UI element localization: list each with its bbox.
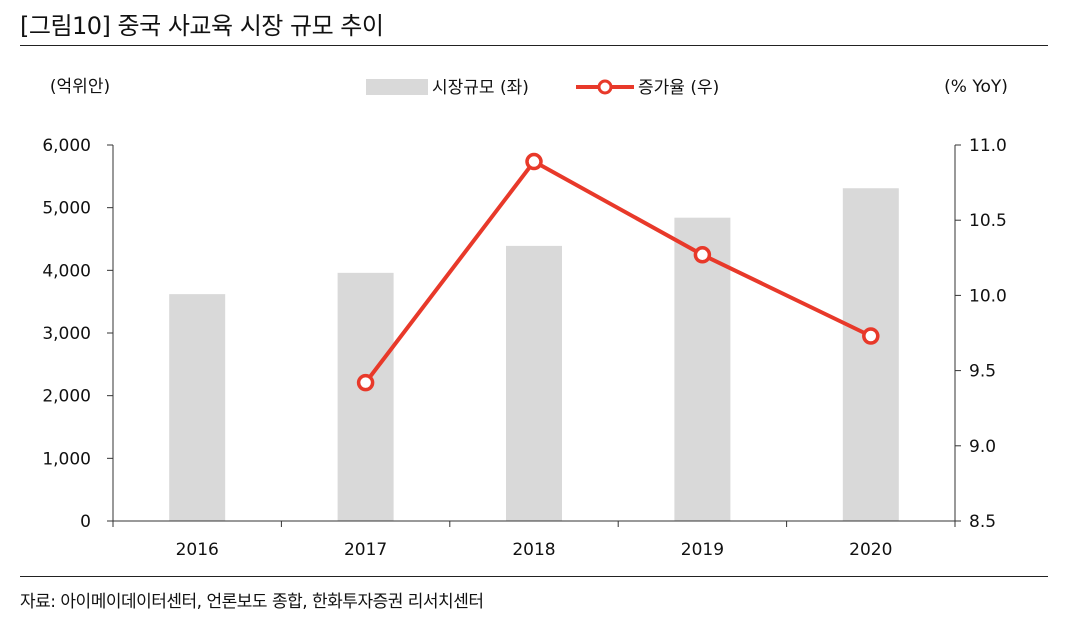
left-tick-label: 4,000	[42, 261, 91, 281]
left-tick-label: 5,000	[42, 199, 91, 219]
bar-2018	[506, 245, 562, 522]
left-tick-label: 2,000	[42, 387, 91, 407]
growth-point-2020	[862, 327, 880, 345]
right-tick-label: 9.5	[969, 362, 996, 382]
right-tick-label: 10.5	[969, 211, 1007, 231]
x-tick-label-2016: 2016	[176, 540, 219, 560]
left-tick-label: 6,000	[42, 136, 91, 156]
line-series	[356, 152, 880, 392]
left-tick-label: 3,000	[42, 324, 91, 344]
right-tick-label: 11.0	[969, 136, 1007, 156]
right-axis-label: (% YoY)	[944, 77, 1008, 97]
legend-bar-swatch	[366, 79, 428, 95]
chart-legend: 시장규모 (좌) 증가율 (우)	[366, 78, 719, 98]
bar-2017	[337, 272, 394, 521]
right-tick-label: 8.5	[969, 512, 996, 532]
bar-2019	[674, 217, 731, 521]
bar-2020	[842, 188, 899, 522]
growth-point-2017	[356, 373, 375, 392]
left-axis-label: (억위안)	[50, 77, 110, 97]
figure-title: [그림10] 중국 사교육 시장 규모 추이	[20, 12, 384, 40]
chart-canvas: 0 1,000 2,000 3,000 4,000 5,000 6,000 8.5 9.0 9.5…	[42, 77, 1008, 560]
x-tick-label-2020: 2020	[849, 540, 892, 560]
x-tick-label-2019: 2019	[681, 540, 724, 560]
legend-line-marker	[597, 79, 613, 95]
x-tick-label-2018: 2018	[512, 540, 555, 560]
growth-point-2018	[525, 152, 543, 171]
chart-axes: 0 1,000 2,000 3,000 4,000 5,000 6,000 8.5 9.0 9.5…	[42, 136, 1007, 560]
legend-bar-label: 시장규모 (좌)	[432, 78, 529, 98]
growth-line	[364, 159, 872, 384]
legend-line-label: 증가율 (우)	[638, 78, 719, 98]
left-tick-label: 0	[80, 512, 91, 532]
header-rule	[20, 45, 1048, 46]
right-tick-label: 9.0	[969, 437, 996, 457]
source-note: 자료: 아이메이데이터센터, 언론보도 종합, 한화투자증권 리서치센터	[20, 592, 484, 612]
bar-series	[169, 188, 899, 522]
right-tick-label: 10.0	[969, 286, 1007, 306]
footer-rule	[20, 576, 1048, 577]
left-tick-label: 1,000	[42, 449, 91, 469]
x-tick-label-2017: 2017	[344, 540, 387, 560]
bar-2016	[169, 294, 226, 521]
growth-point-2019	[693, 246, 712, 264]
